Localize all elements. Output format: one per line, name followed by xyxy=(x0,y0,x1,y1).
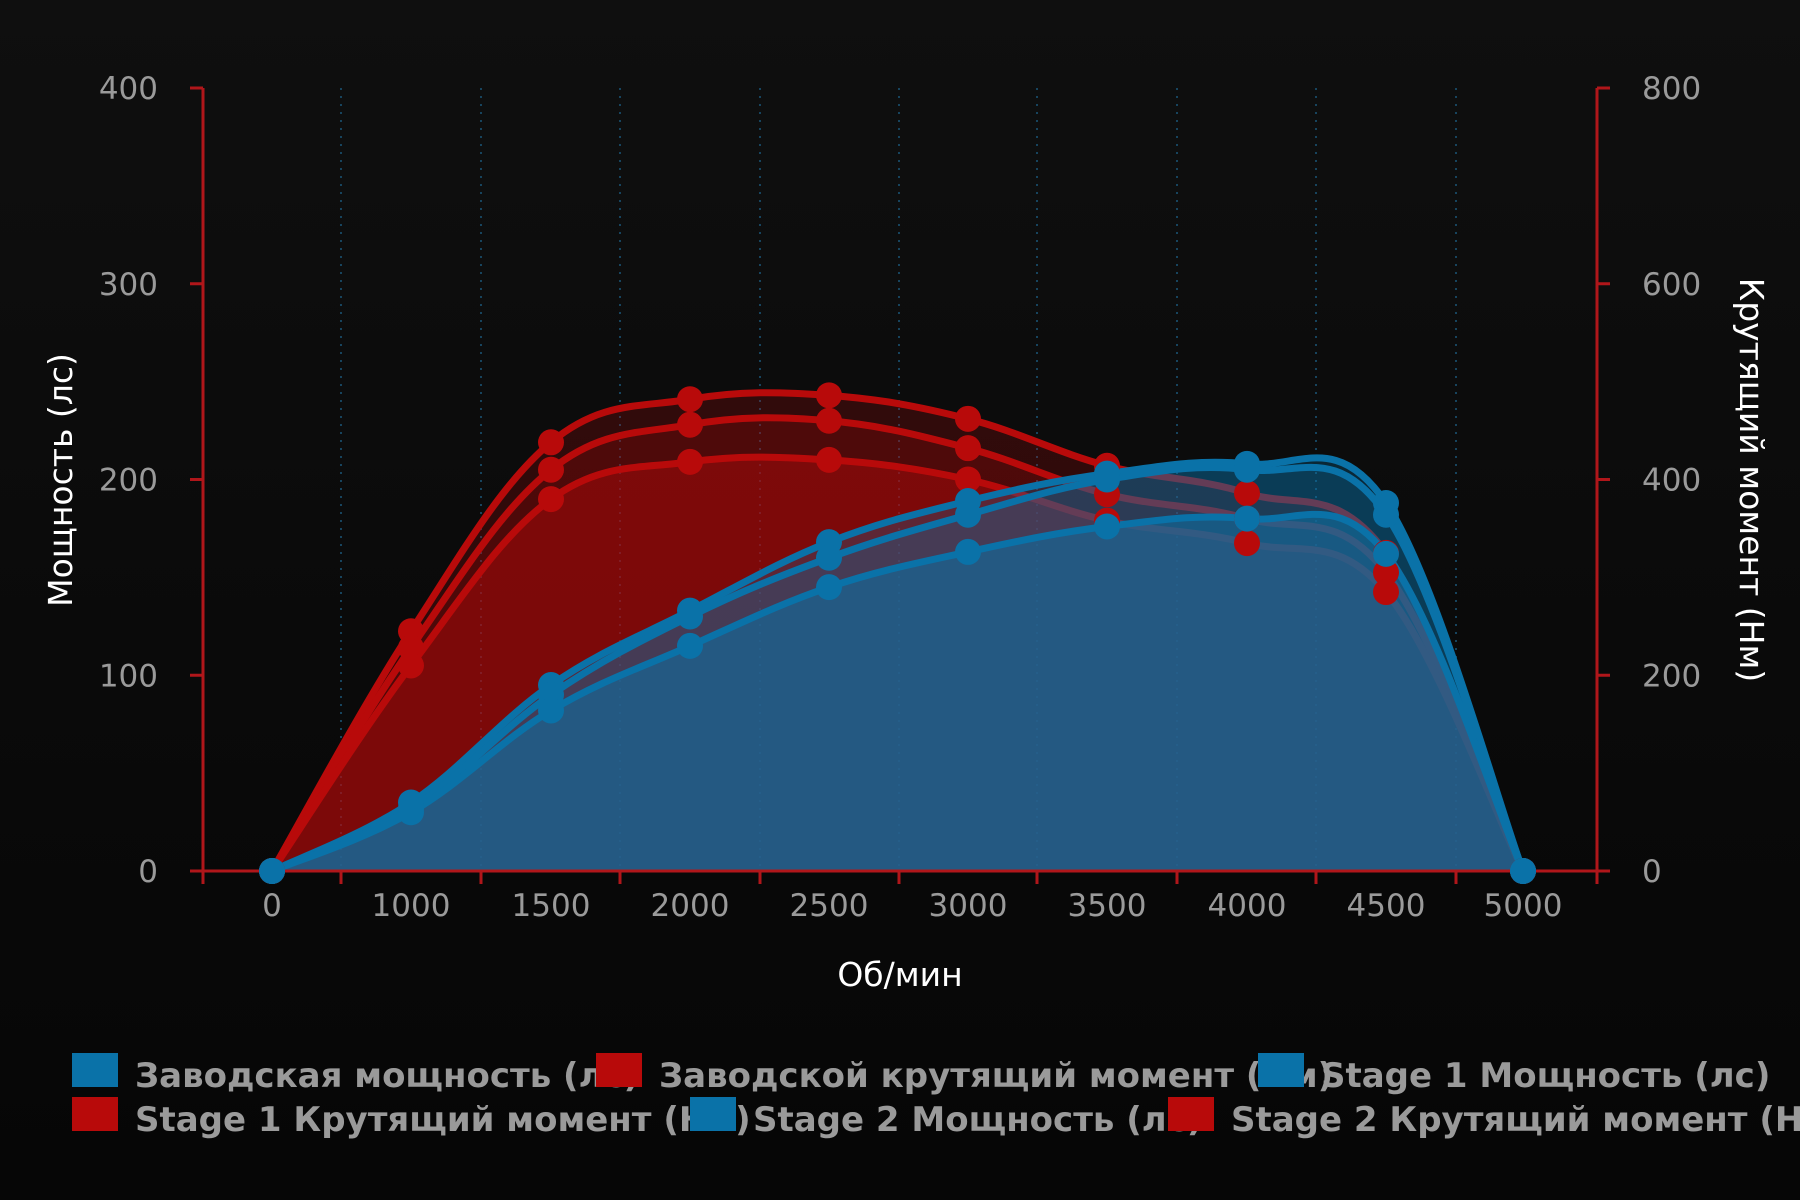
legend-swatch xyxy=(1258,1053,1304,1087)
series-point xyxy=(955,405,981,432)
x-axis-title: Об/мин xyxy=(837,955,962,994)
series-point xyxy=(677,448,703,475)
series-point xyxy=(1373,559,1399,586)
x-tick-label: 4000 xyxy=(1208,888,1287,924)
legend-label: Заводская мощность (лс) xyxy=(135,1056,639,1096)
series-point xyxy=(1234,456,1260,483)
series-point xyxy=(955,435,981,462)
left-tick-label: 400 xyxy=(99,71,158,107)
series-point xyxy=(955,466,981,493)
left-y-axis-title: Мощность (лс) xyxy=(41,353,80,607)
series-point xyxy=(1234,480,1260,507)
series-point xyxy=(816,446,842,473)
x-tick-label: 2000 xyxy=(651,888,730,924)
legend-swatch xyxy=(596,1053,642,1087)
series-point xyxy=(677,603,703,630)
legend-swatch xyxy=(72,1097,118,1131)
series-point xyxy=(1094,513,1120,540)
series-point xyxy=(1510,858,1536,884)
left-tick-label: 200 xyxy=(99,463,158,499)
x-tick-label: 1500 xyxy=(512,888,591,924)
series-point xyxy=(1234,505,1260,532)
series-point xyxy=(1094,466,1120,493)
right-y-axis-title: Крутящий момент (Нм) xyxy=(1732,278,1771,682)
x-tick-label: 5000 xyxy=(1484,888,1563,924)
legend-swatch xyxy=(690,1097,736,1131)
series-point xyxy=(1373,579,1399,606)
x-tick-label: 3500 xyxy=(1068,888,1147,924)
series-point xyxy=(259,858,285,884)
series-point xyxy=(816,382,842,409)
series-point xyxy=(538,456,564,483)
left-tick-label: 100 xyxy=(99,658,158,694)
x-tick-label: 0 xyxy=(262,888,282,924)
series-point xyxy=(816,574,842,601)
left-tick-label: 300 xyxy=(99,267,158,303)
right-tick-label: 600 xyxy=(1642,267,1701,303)
x-tick-label: 1000 xyxy=(372,888,451,924)
series-point xyxy=(1373,501,1399,528)
left-tick-label: 0 xyxy=(138,854,158,890)
legend-label: Stage 2 Крутящий момент (Нм) xyxy=(1231,1100,1800,1140)
x-tick-label: 2500 xyxy=(790,888,869,924)
series-point xyxy=(677,632,703,659)
legend: Заводская мощность (лс) Заводской крутящи… xyxy=(72,1053,1800,1140)
right-tick-label: 200 xyxy=(1642,658,1701,694)
x-tick-label: 4500 xyxy=(1347,888,1426,924)
series-point xyxy=(1234,530,1260,557)
right-tick-label: 0 xyxy=(1642,854,1662,890)
legend-label: Stage 1 Крутящий момент (Нм) xyxy=(135,1100,751,1140)
legend-label: Stage 1 Мощность (лс) xyxy=(1321,1056,1770,1096)
series-point xyxy=(816,544,842,571)
legend-swatch xyxy=(1168,1097,1214,1131)
series-point xyxy=(1373,540,1399,567)
series-point xyxy=(538,697,564,724)
series-point xyxy=(398,652,424,679)
legend-label: Stage 2 Мощность (лс) xyxy=(753,1100,1202,1140)
data-points xyxy=(259,382,1536,884)
series-layer xyxy=(268,389,1527,875)
series-point xyxy=(955,538,981,565)
x-tick-label: 3000 xyxy=(929,888,1008,924)
series-point xyxy=(677,386,703,413)
series-point xyxy=(538,429,564,456)
series-point xyxy=(398,799,424,826)
series-area xyxy=(272,514,1523,871)
right-tick-label: 400 xyxy=(1642,463,1701,499)
right-tick-label: 800 xyxy=(1642,71,1701,107)
series-point xyxy=(955,501,981,528)
series-point xyxy=(677,411,703,438)
series-point xyxy=(816,407,842,434)
legend-label: Заводской крутящий момент (Нм) xyxy=(659,1056,1333,1096)
series-line xyxy=(268,510,1527,875)
legend-swatch xyxy=(72,1053,118,1087)
series-point xyxy=(538,486,564,513)
